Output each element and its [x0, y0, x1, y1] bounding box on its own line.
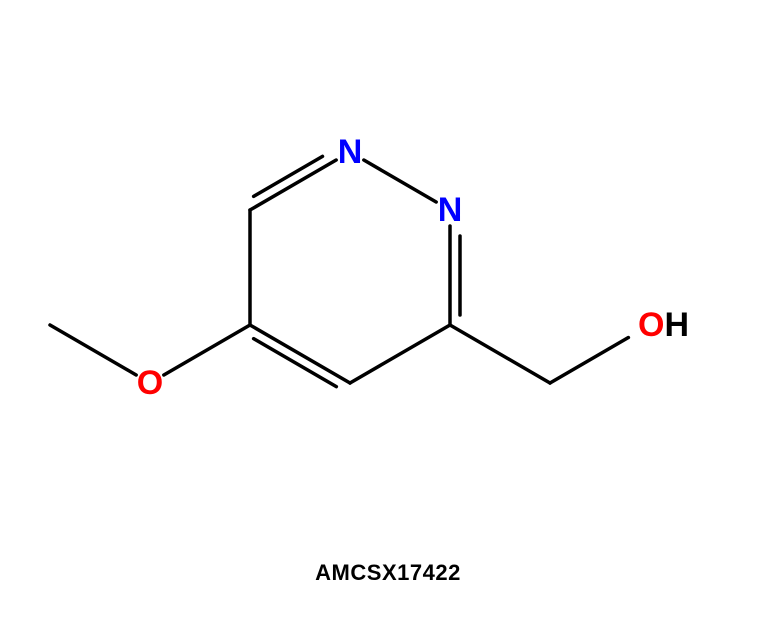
- bond: [450, 325, 550, 383]
- bond: [250, 160, 336, 210]
- bond: [254, 339, 337, 387]
- figure-stage: N N OH O AMCSX17422: [0, 0, 776, 630]
- molecule-diagram: N N OH O: [0, 0, 776, 630]
- bond: [250, 325, 350, 383]
- atom-label-N1: N: [438, 191, 463, 229]
- bond: [164, 325, 250, 375]
- bond: [50, 325, 136, 375]
- bond: [350, 325, 450, 383]
- figure-caption: AMCSX17422: [0, 560, 776, 586]
- atom-label-O9: O: [137, 364, 163, 402]
- bond: [364, 160, 436, 202]
- bond: [254, 156, 323, 196]
- atom-label-N2: N: [338, 133, 363, 171]
- atom-label-O8: OH: [638, 306, 689, 344]
- bond: [550, 338, 628, 383]
